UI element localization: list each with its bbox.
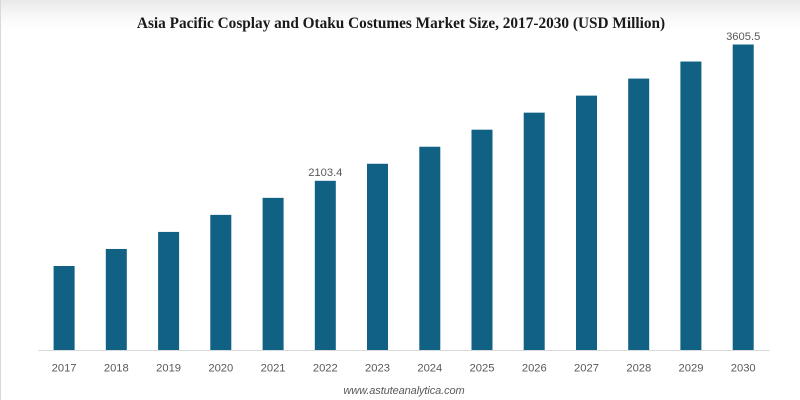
svg-text:2019: 2019: [156, 362, 181, 374]
svg-text:3605.5: 3605.5: [726, 31, 760, 43]
svg-text:2103.4: 2103.4: [308, 167, 342, 179]
svg-text:2024: 2024: [417, 362, 442, 374]
svg-text:2027: 2027: [574, 362, 599, 374]
svg-text:2021: 2021: [261, 362, 286, 374]
svg-text:2023: 2023: [365, 362, 390, 374]
svg-text:2030: 2030: [731, 362, 756, 374]
svg-text:2020: 2020: [208, 362, 233, 374]
svg-text:2026: 2026: [522, 362, 547, 374]
svg-text:2028: 2028: [626, 362, 651, 374]
svg-text:2029: 2029: [679, 362, 704, 374]
svg-text:2018: 2018: [104, 362, 129, 374]
svg-text:2022: 2022: [313, 362, 338, 374]
svg-text:2017: 2017: [52, 362, 77, 374]
svg-text:www.astuteanalytica.com: www.astuteanalytica.com: [343, 385, 464, 397]
svg-text:Asia Pacific Cosplay and Otaku: Asia Pacific Cosplay and Otaku Costumes …: [137, 15, 665, 32]
svg-text:2025: 2025: [470, 362, 495, 374]
